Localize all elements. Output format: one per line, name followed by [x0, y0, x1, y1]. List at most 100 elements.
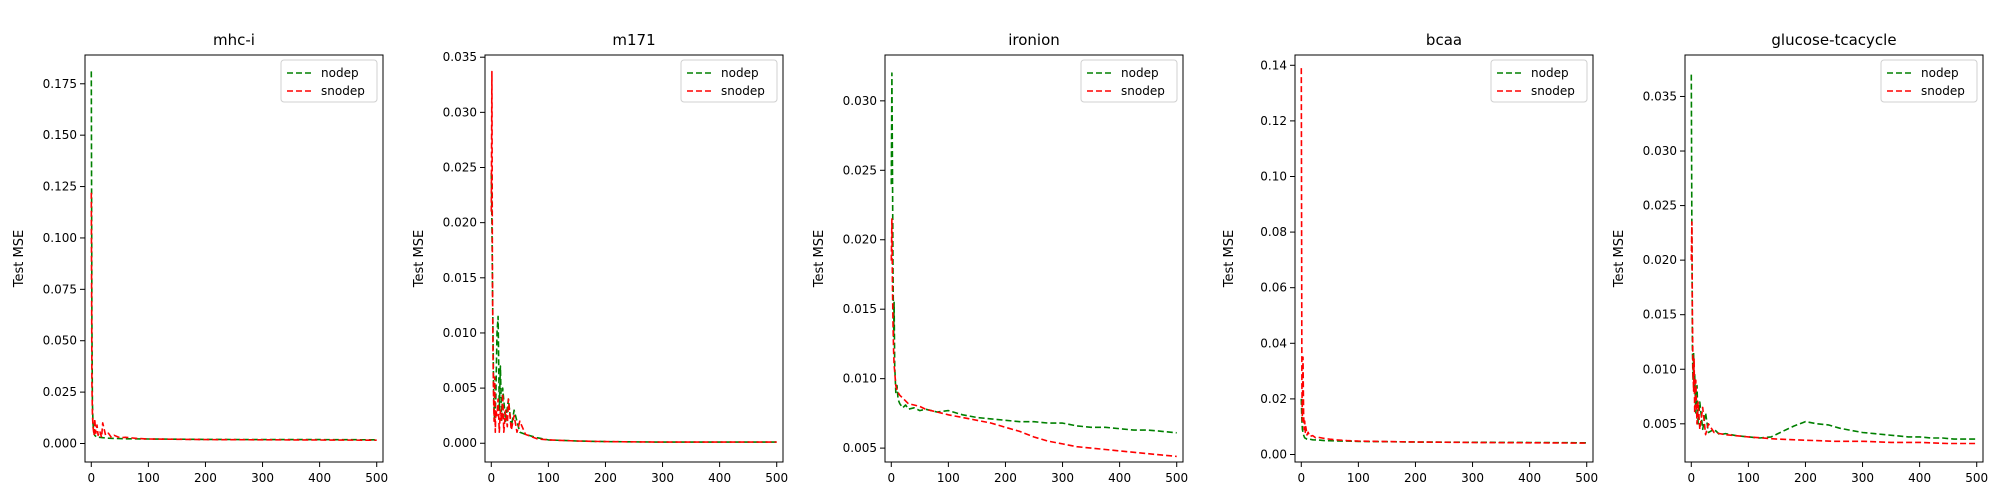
chart-title: mhc-i	[213, 31, 255, 49]
y-tick-label: 0.005	[843, 441, 877, 455]
plot-frame	[484, 54, 784, 463]
series-line-nodep	[490, 172, 777, 443]
y-tick-label: 0.020	[443, 216, 477, 230]
y-tick-label: 0.030	[843, 94, 877, 108]
x-tick-label: 300	[651, 471, 674, 485]
series-line-nodep	[90, 71, 377, 441]
series-line-nodep	[1690, 74, 1977, 440]
x-tick-label: 0	[87, 471, 95, 485]
x-tick-label: 400	[708, 471, 731, 485]
y-tick-label: 0.06	[1260, 281, 1287, 295]
legend-label-nodep: nodep	[1921, 66, 1959, 80]
y-tick-label: 0.12	[1260, 114, 1287, 128]
x-tick-label: 500	[765, 471, 788, 485]
x-tick-label: 0	[1687, 471, 1695, 485]
y-tick-label: 0.005	[443, 381, 477, 395]
x-tick-label: 300	[1461, 471, 1484, 485]
y-tick-label: 0.02	[1260, 392, 1287, 406]
x-tick-label: 0	[1297, 471, 1305, 485]
y-tick-label: 0.14	[1260, 58, 1287, 72]
x-tick-label: 200	[1794, 471, 1817, 485]
x-tick-label: 100	[137, 471, 160, 485]
y-tick-label: 0.015	[443, 271, 477, 285]
x-tick-label: 500	[1965, 471, 1988, 485]
y-tick-label: 0.015	[1643, 308, 1677, 322]
y-axis-label: Test MSE	[12, 230, 27, 288]
chart-title: m171	[612, 31, 655, 49]
chart-panel-0: mhc-i Test MSE 0 100 200 300 400 500 0.000 0.025 0…	[12, 31, 388, 485]
series-group	[890, 72, 1177, 458]
y-tick-label: 0.030	[443, 105, 477, 119]
chart-panel-2: ironion Test MSE 0 100 200 300 400 500 0.005 0.01…	[812, 31, 1188, 485]
y-tick-label: 0.125	[43, 180, 77, 194]
series-group	[1690, 74, 1977, 445]
legend-label-nodep: nodep	[1531, 66, 1569, 80]
x-tick-label: 500	[1575, 471, 1598, 485]
chart-panel-1: m171 Test MSE 0 100 200 300 400 500 0.000 0.005 0.…	[412, 31, 788, 485]
series-group	[490, 70, 777, 443]
series-line-snodep	[890, 218, 1177, 458]
x-tick-label: 100	[1737, 471, 1760, 485]
plot-frame	[1684, 54, 1984, 463]
series-line-nodep	[1300, 398, 1587, 444]
y-tick-label: 0.015	[843, 302, 877, 316]
series-line-snodep	[490, 70, 777, 443]
y-tick-label: 0.035	[1643, 89, 1677, 103]
y-axis-label: Test MSE	[1222, 230, 1237, 288]
y-tick-label: 0.00	[1260, 447, 1287, 461]
legend-label-nodep: nodep	[1121, 66, 1159, 80]
series-line-snodep	[1300, 68, 1587, 444]
legend: nodep snodep	[680, 59, 778, 103]
y-tick-label: 0.100	[43, 231, 77, 245]
legend-label-nodep: nodep	[321, 66, 359, 80]
y-tick-label: 0.035	[443, 50, 477, 64]
x-tick-label: 200	[194, 471, 217, 485]
y-tick-label: 0.075	[43, 282, 77, 296]
series-group	[1300, 68, 1587, 444]
y-tick-label: 0.025	[843, 163, 877, 177]
x-tick-label: 200	[594, 471, 617, 485]
legend: nodep snodep	[1080, 59, 1178, 103]
x-tick-label: 400	[1108, 471, 1131, 485]
legend-label-snodep: snodep	[1121, 84, 1165, 98]
series-group	[90, 71, 377, 442]
x-tick-label: 300	[1051, 471, 1074, 485]
y-tick-label: 0.08	[1260, 225, 1287, 239]
legend: nodep snodep	[280, 59, 378, 103]
chart-title: bcaa	[1426, 31, 1462, 49]
legend-label-snodep: snodep	[1921, 84, 1965, 98]
series-line-nodep	[890, 72, 1177, 434]
y-tick-label: 0.010	[443, 326, 477, 340]
y-tick-label: 0.150	[43, 128, 77, 142]
x-tick-label: 100	[937, 471, 960, 485]
y-tick-label: 0.050	[43, 334, 77, 348]
chart-panel-3: bcaa Test MSE 0 100 200 300 400 500 0.00 0.02 0.04…	[1222, 31, 1598, 485]
x-tick-label: 0	[487, 471, 495, 485]
y-tick-label: 0.025	[1643, 199, 1677, 213]
y-tick-label: 0.175	[43, 77, 77, 91]
x-tick-label: 100	[537, 471, 560, 485]
y-tick-label: 0.04	[1260, 336, 1287, 350]
y-tick-label: 0.020	[843, 233, 877, 247]
legend: nodep snodep	[1880, 59, 1978, 103]
y-tick-label: 0.010	[843, 372, 877, 386]
x-tick-label: 400	[1518, 471, 1541, 485]
legend: nodep snodep	[1490, 59, 1588, 103]
x-tick-label: 200	[1404, 471, 1427, 485]
y-axis-label: Test MSE	[412, 230, 427, 288]
y-tick-label: 0.025	[43, 385, 77, 399]
y-tick-label: 0.000	[43, 437, 77, 451]
y-axis-label: Test MSE	[812, 230, 827, 288]
y-tick-label: 0.025	[443, 161, 477, 175]
series-line-snodep	[90, 192, 377, 442]
y-tick-label: 0.005	[1643, 417, 1677, 431]
x-tick-label: 0	[887, 471, 895, 485]
chart-panel-4: glucose-tcacycle Test MSE 0 100 200 300 400 500…	[1612, 31, 1988, 485]
series-line-snodep	[1690, 221, 1977, 445]
legend-label-snodep: snodep	[321, 84, 365, 98]
x-tick-label: 500	[365, 471, 388, 485]
x-tick-label: 400	[308, 471, 331, 485]
y-tick-label: 0.030	[1643, 144, 1677, 158]
x-tick-label: 400	[1908, 471, 1931, 485]
